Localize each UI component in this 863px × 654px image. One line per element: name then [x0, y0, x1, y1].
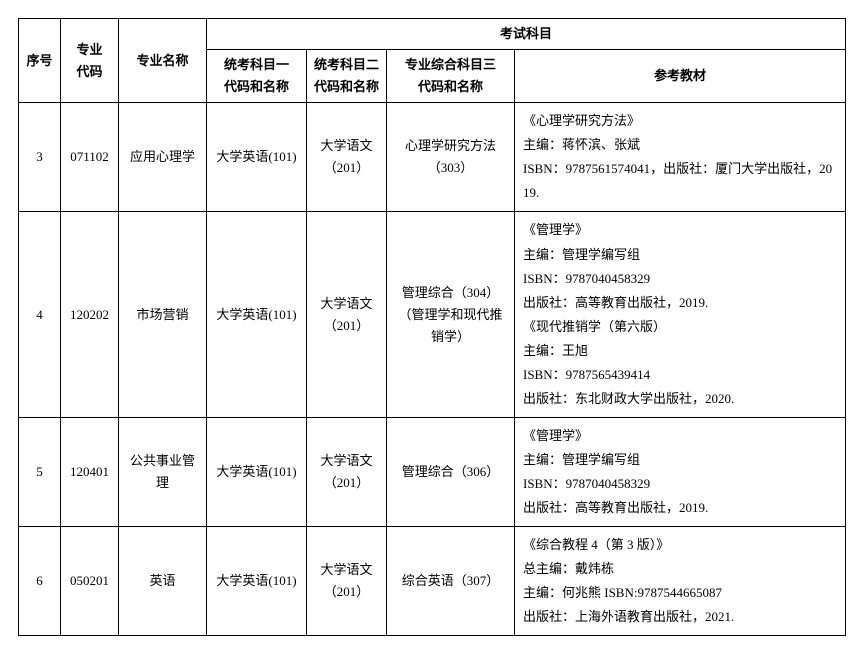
table-body: 3 071102 应用心理学 大学英语(101) 大学语文（201） 心理学研究… [19, 103, 846, 636]
cell-reference: 《心理学研究方法》主编：蒋怀滨、张斌ISBN：9787561574041，出版社… [515, 103, 846, 212]
cell-subj2: 大学语文（201） [307, 103, 387, 212]
cell-major-name: 公共事业管理 [119, 417, 207, 526]
col-header-subj3: 专业综合科目三代码和名称 [387, 50, 515, 103]
col-header-major-code: 专业代码 [61, 19, 119, 103]
cell-subj1: 大学英语(101) [207, 103, 307, 212]
cell-subj1: 大学英语(101) [207, 417, 307, 526]
cell-subj1: 大学英语(101) [207, 212, 307, 417]
cell-reference: 《管理学》主编：管理学编写组ISBN：9787040458329出版社：高等教育… [515, 417, 846, 526]
cell-major-name: 应用心理学 [119, 103, 207, 212]
cell-major-name: 市场营销 [119, 212, 207, 417]
cell-seq: 6 [19, 527, 61, 636]
cell-major-name: 英语 [119, 527, 207, 636]
cell-seq: 3 [19, 103, 61, 212]
cell-major-code: 120401 [61, 417, 119, 526]
exam-subjects-table: 序号 专业代码 专业名称 考试科目 统考科目一代码和名称 统考科目二代码和名称 … [18, 18, 846, 636]
cell-seq: 5 [19, 417, 61, 526]
table-row: 5 120401 公共事业管理 大学英语(101) 大学语文（201） 管理综合… [19, 417, 846, 526]
cell-seq: 4 [19, 212, 61, 417]
cell-reference: 《综合教程 4（第 3 版）》总主编：戴炜栋主编：何兆熊 ISBN:978754… [515, 527, 846, 636]
table-row: 4 120202 市场营销 大学英语(101) 大学语文（201） 管理综合（3… [19, 212, 846, 417]
cell-major-code: 120202 [61, 212, 119, 417]
col-header-seq: 序号 [19, 19, 61, 103]
cell-subj2: 大学语文（201） [307, 212, 387, 417]
cell-subj3: 管理综合（306） [387, 417, 515, 526]
cell-reference: 《管理学》主编：管理学编写组ISBN：9787040458329出版社：高等教育… [515, 212, 846, 417]
cell-major-code: 050201 [61, 527, 119, 636]
table-row: 3 071102 应用心理学 大学英语(101) 大学语文（201） 心理学研究… [19, 103, 846, 212]
col-header-major-name: 专业名称 [119, 19, 207, 103]
table-row: 6 050201 英语 大学英语(101) 大学语文（201） 综合英语（307… [19, 527, 846, 636]
col-header-reference: 参考教材 [515, 50, 846, 103]
cell-subj2: 大学语文（201） [307, 417, 387, 526]
cell-subj1: 大学英语(101) [207, 527, 307, 636]
col-header-subj1: 统考科目一代码和名称 [207, 50, 307, 103]
cell-major-code: 071102 [61, 103, 119, 212]
cell-subj2: 大学语文（201） [307, 527, 387, 636]
cell-subj3: 管理综合（304）（管理学和现代推销学） [387, 212, 515, 417]
cell-subj3: 心理学研究方法（303） [387, 103, 515, 212]
cell-subj3: 综合英语（307） [387, 527, 515, 636]
col-header-exam-group: 考试科目 [207, 19, 846, 50]
col-header-subj2: 统考科目二代码和名称 [307, 50, 387, 103]
